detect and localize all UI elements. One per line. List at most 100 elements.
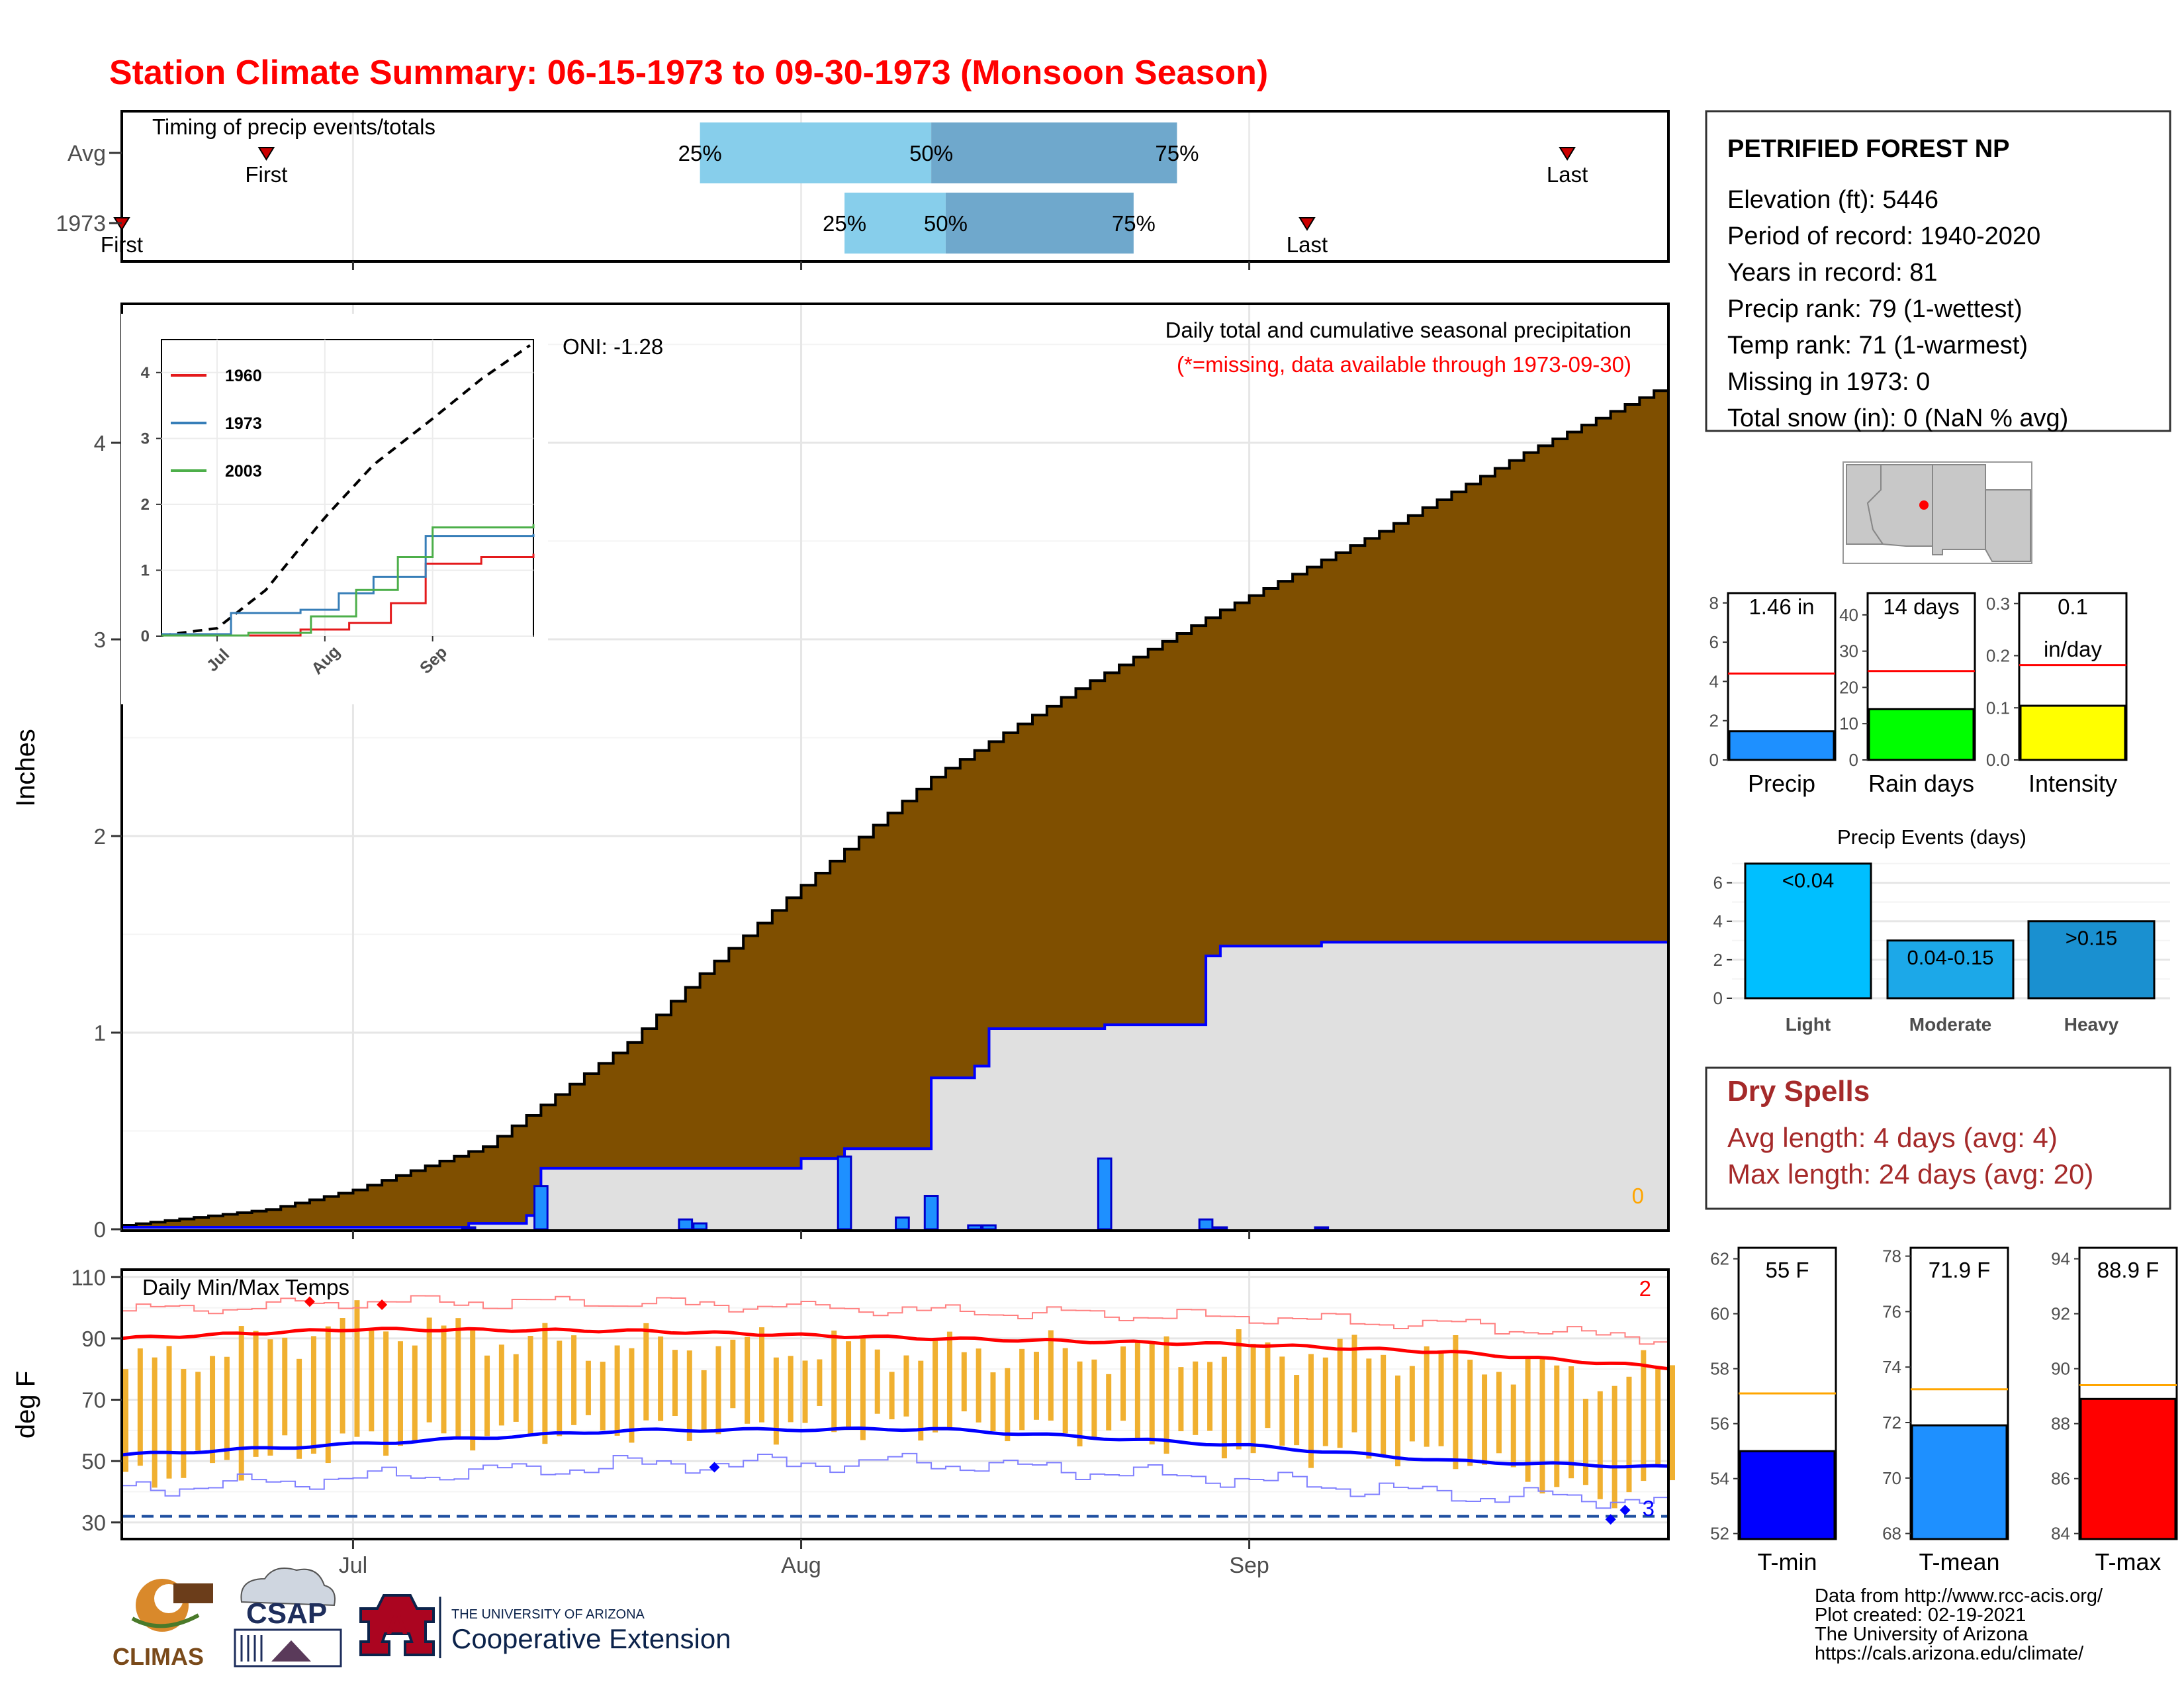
daily-temp-bar [426,1317,432,1423]
mini-bar-intensity [2019,704,2126,761]
temp-summary-y-tick-label: 62 [1710,1249,1729,1269]
daily-temp-bar [1655,1367,1661,1465]
y-tick-label: 1 [94,1021,106,1045]
daily-temp-bar [282,1337,288,1436]
daily-precip-bar [1198,1218,1214,1231]
y-tick-label: 0 [94,1217,106,1242]
inset-series-2003 [161,524,535,637]
daily-precip-bar [895,1216,910,1231]
record-low-line [122,1452,1669,1509]
timing-row-label-year: 1973 [56,211,106,236]
daily-temp-bar [571,1335,577,1425]
avg-tmax-line [121,1327,1669,1371]
daily-temp-bar [166,1346,172,1479]
temp-summary-y-tick-label: 52 [1710,1524,1729,1544]
timing-last-label: Last [1287,232,1328,257]
dry-spells-box: Dry Spells Avg length: 4 days (avg: 4) M… [1705,1066,2171,1210]
ua-cooperative-extension-logo: A THE UNIVERSITY OF ARIZONA Cooperative … [359,1594,731,1658]
x-tick-label: Sep [1229,1553,1269,1578]
mini-y-tick-label: 6 [1709,632,1719,652]
mini-chart-label: Intensity [2028,770,2117,797]
timing-first-label: First [245,162,287,187]
daily-temp-bar [310,1336,316,1454]
daily-precip-bar [678,1218,694,1231]
daily-temp-bar [672,1350,678,1417]
daily-temp-bar [527,1336,533,1434]
daily-temp-bar [1077,1361,1083,1446]
inset-series-1973 [161,534,535,635]
daily-temp-bar [1308,1354,1314,1468]
daily-temp-bar [1106,1374,1112,1430]
daily-temp-bar [340,1318,345,1434]
temperature-summary-charts: 55 F 52 54 56 58 60 62 T-min 71.9 F 68 70 72 74 76 78 T… [1710,1246,2178,1575]
daily-precip-bar [461,1226,477,1231]
timing-p50-label: 50% [924,211,968,236]
avg-cumulative-line [122,383,1670,1227]
mini-y-tick-label: 40 [1839,605,1858,625]
footer-line: https://cals.arizona.edu/climate/ [1815,1643,2084,1664]
daily-temp-bar [195,1372,201,1451]
daily-temp-bar [846,1341,852,1430]
csap-logo: CSAP [234,1568,342,1667]
mini-value-label: 14 days [1883,594,1960,619]
x-tick-label: Jul [339,1553,367,1578]
mini-y-tick-label: 8 [1709,593,1719,613]
daily-temp-bar [1265,1342,1271,1429]
daily-temp-bar [1337,1338,1343,1448]
station-line: Period of record: 1940-2020 [1727,222,2040,250]
y-tick-label: 50 [81,1449,106,1474]
daily-temp-bar [267,1339,273,1456]
daily-temp-bar [210,1356,216,1464]
temp-summary-y-tick-label: 74 [1882,1357,1901,1377]
daily-temp-bar [715,1346,721,1434]
daily-temp-bar [1163,1336,1169,1454]
record-high-marker [304,1296,315,1307]
daily-temp-bar [397,1341,403,1446]
climas-logo: CLIMAS [113,1579,213,1670]
daily-temp-bar [354,1300,360,1437]
daily-temp-bar [1322,1357,1328,1446]
daily-temp-bar [1236,1329,1242,1450]
daily-precip-bar [837,1155,852,1231]
daily-temp-bar [1134,1341,1140,1440]
daily-temp-bar [1626,1376,1632,1493]
footer-line: The University of Arizona [1815,1624,2028,1645]
daily-temp-bar [152,1357,158,1488]
mini-y-tick-label: 20 [1839,677,1858,697]
mini-y-tick-label: 0.3 [1986,594,2010,614]
daily-temp-bar [557,1340,563,1436]
mini-y-tick-label: 0 [1709,750,1719,770]
temp-ylabel: deg F [11,1371,40,1438]
inset-legend-label: 1960 [225,367,262,385]
daily-temp-bar [1279,1356,1285,1446]
daily-temp-bar [600,1362,606,1430]
main-note: Daily total and cumulative seasonal prec… [1165,318,1631,342]
mini-chart-label: Rain days [1868,770,1974,797]
daily-temp-bar [1062,1348,1068,1434]
daily-temp-bar [773,1357,779,1445]
daily-temp-bar [1366,1358,1372,1459]
timing-bar-25-50 [844,193,946,254]
temp-summary-label: T-min [1758,1548,1817,1575]
mini-y-tick-label: 30 [1839,641,1858,661]
mini-value-unit: in/day [2044,637,2103,661]
year-cumulative-area [122,942,1668,1229]
station-name: PETRIFIED FOREST NP [1727,135,2009,163]
daily-temp-bar [1510,1384,1516,1468]
ua-logo-big: Cooperative Extension [451,1623,731,1654]
daily-temp-bar [1438,1351,1444,1446]
y-tick-label: 110 [71,1265,106,1289]
mini-value-label: 1.46 in [1749,594,1814,619]
events-bar-value: <0.04 [1782,869,1834,892]
daily-temp-bar [470,1329,476,1451]
daily-temp-bar [1149,1342,1155,1445]
summary-bar-charts: 1.46 in 0 2 4 6 8 Precip 14 days 0 10 20 30 40 Rain d… [1709,592,2128,797]
temp-summary-y-tick-label: 54 [1710,1469,1729,1489]
events-bar-value: 0.04-0.15 [1907,946,1994,969]
daily-temp-bar [325,1326,331,1464]
daily-temp-bar [946,1331,952,1429]
temp-summary-y-tick-label: 94 [2051,1249,2070,1269]
daily-precip-bar [967,1224,982,1231]
